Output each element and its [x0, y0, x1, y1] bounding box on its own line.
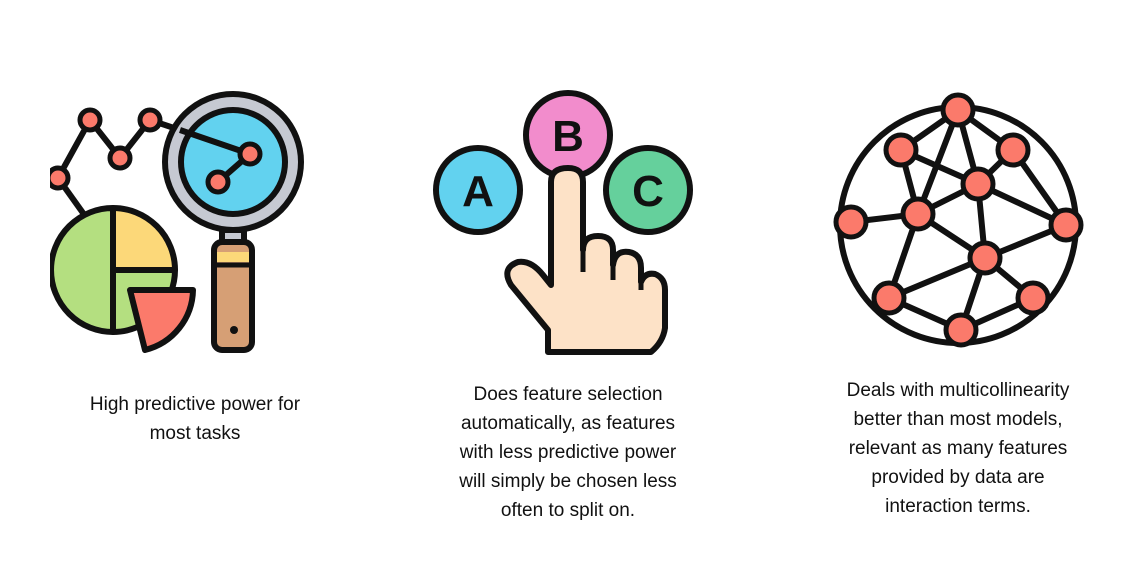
feature-card-predictive-power: High predictive power for most tasks — [15, 0, 375, 587]
feature-caption: High predictive power for most tasks — [89, 394, 301, 444]
feature-caption: Deals with multicollinearity better than… — [846, 380, 1070, 517]
choice-b-label: B — [552, 112, 584, 161]
feature-card-multicollinearity: Deals with multicollinearity better than… — [778, 0, 1136, 587]
network-graph-icon — [823, 90, 1093, 365]
feature-card-feature-selection: A C B Does feature selection automatical… — [388, 0, 748, 587]
analytics-magnifier-chart-icon — [45, 90, 340, 365]
feature-caption: Does feature selection automatically, as… — [459, 384, 677, 521]
choice-a-label: A — [462, 167, 494, 216]
hand-choosing-abc-icon: A C B — [433, 90, 703, 365]
choice-c-label: C — [632, 167, 664, 216]
